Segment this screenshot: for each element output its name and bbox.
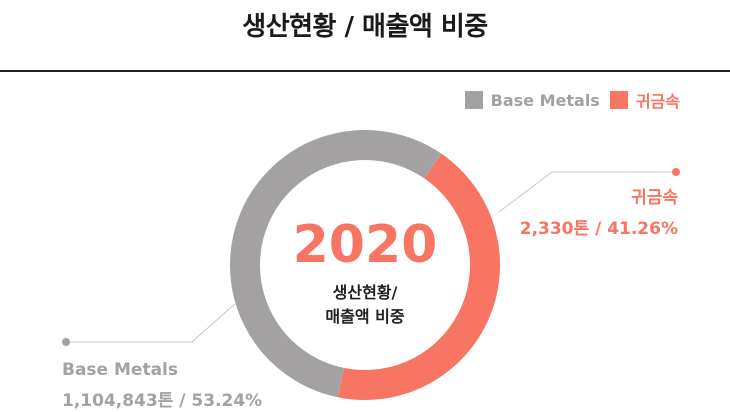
legend-label-base-metals: Base Metals <box>490 90 600 110</box>
leader-line-base <box>66 302 237 343</box>
leader-dot-base <box>62 338 70 346</box>
legend-item-precious: 귀금속 <box>609 88 680 112</box>
legend-swatch-base-metals <box>464 91 483 109</box>
center-year: 2020 <box>293 215 438 275</box>
header-divider <box>0 70 730 72</box>
legend-label-precious: 귀금속 <box>635 92 680 111</box>
center-label-line2: 매출액 비중 <box>325 307 404 326</box>
chart-legend: Base Metals 귀금속 <box>464 88 680 112</box>
leader-line-precious <box>498 171 676 213</box>
leader-dot-precious <box>672 168 680 176</box>
annotation-precious-name: 귀금속 <box>631 188 678 208</box>
annotation-base-detail: 1,104,843톤 / 53.24% <box>62 391 262 411</box>
legend-swatch-precious <box>609 91 628 109</box>
page-title: 생산현황 / 매출액 비중 <box>242 12 488 42</box>
donut-slice-precious <box>337 153 500 400</box>
annotation-base-name: Base Metals <box>62 360 178 380</box>
annotation-precious-detail: 2,330톤 / 41.26% <box>520 219 678 239</box>
donut-slice-base-metals <box>230 130 442 398</box>
center-label-line1: 생산현황/ <box>333 283 398 302</box>
donut-slices <box>230 130 500 400</box>
legend-item-base-metals: Base Metals <box>464 90 600 110</box>
